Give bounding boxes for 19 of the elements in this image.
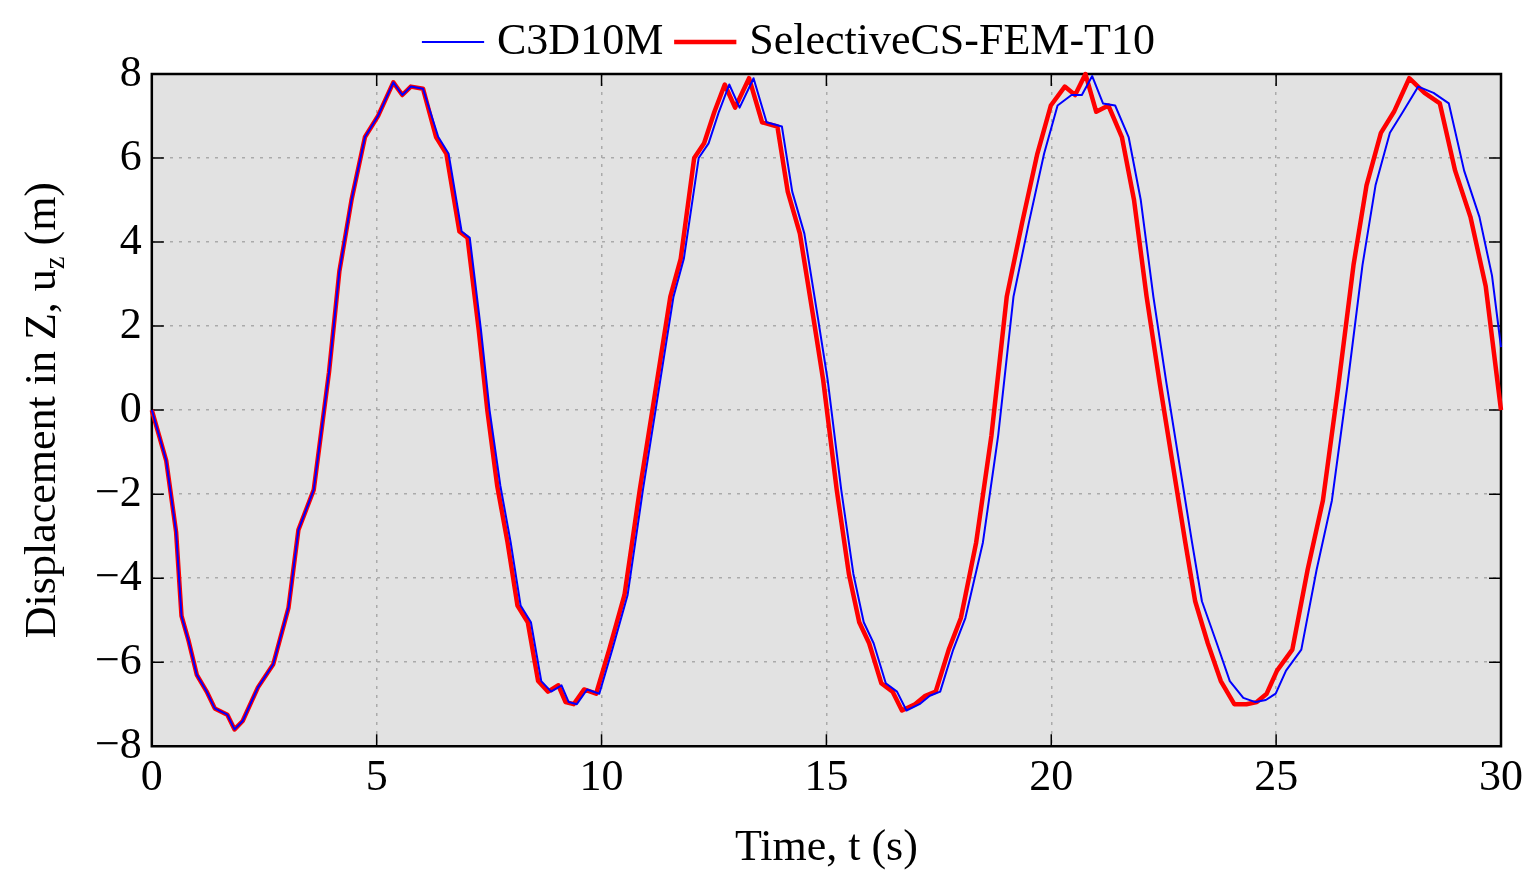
x-tick-label: 25 bbox=[1254, 751, 1299, 801]
y-tick-label: 8 bbox=[119, 46, 142, 96]
y-tick-label: 2 bbox=[119, 298, 142, 348]
y-tick-label: −4 bbox=[94, 550, 142, 600]
legend-label: SelectiveCS-FEM-T10 bbox=[749, 14, 1155, 64]
legend-label: C3D10M bbox=[497, 14, 664, 64]
y-axis-title: Displacement in Z, uz (m) bbox=[16, 181, 70, 639]
y-tick-label: −8 bbox=[94, 718, 142, 768]
x-tick-label: 20 bbox=[1029, 751, 1074, 801]
y-tick-label: 0 bbox=[119, 382, 142, 432]
y-tick-label: −6 bbox=[94, 634, 142, 684]
x-tick-label: 10 bbox=[579, 751, 624, 801]
x-tick-label: 15 bbox=[804, 751, 849, 801]
x-tick-label: 30 bbox=[1479, 751, 1523, 801]
x-tick-label: 5 bbox=[365, 751, 388, 801]
y-tick-label: 4 bbox=[119, 214, 142, 264]
x-axis-title: Time, t (s) bbox=[734, 821, 918, 870]
y-tick-label: −2 bbox=[94, 466, 142, 516]
y-tick-label: 6 bbox=[119, 130, 142, 180]
